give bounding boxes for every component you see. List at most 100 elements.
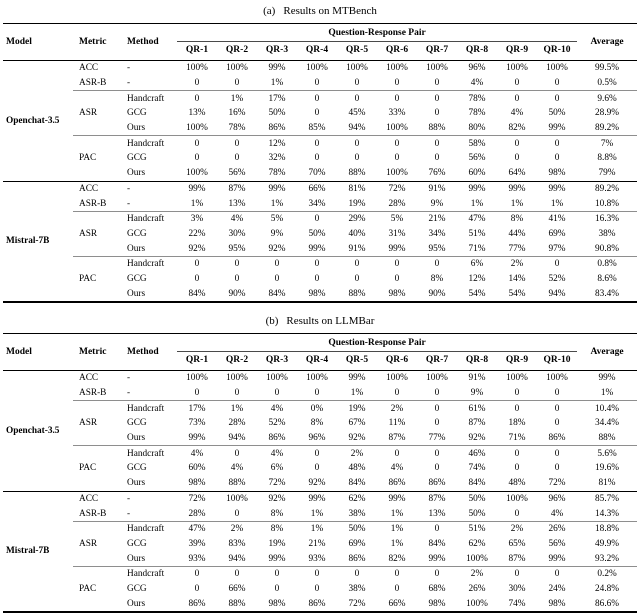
qr-value: 98% bbox=[268, 598, 286, 609]
qr-value: 87% bbox=[388, 433, 406, 444]
qr-value: 93% bbox=[308, 553, 326, 564]
qr-value: 48% bbox=[348, 463, 366, 474]
qr-value: 0 bbox=[297, 445, 337, 462]
table-row: Ours 100% 56% 78% 70% 88% 100% 76% 60% 64% 98% 79% bbox=[3, 166, 637, 181]
qr-value: 44% bbox=[508, 228, 526, 239]
qr-value: 0 bbox=[354, 78, 360, 89]
average-value: 89.2% bbox=[595, 123, 620, 134]
method-label: - bbox=[127, 198, 131, 209]
qr-value: 100% bbox=[226, 373, 248, 384]
header-row-qr: QR-1 QR-2 QR-3 QR-4 QR-5 QR-6 QR-7 QR-8 QR-9 QR-1… bbox=[3, 42, 637, 61]
qr-value: 4% bbox=[230, 463, 244, 474]
average-value: 88% bbox=[598, 433, 616, 444]
qr-value: 61% bbox=[457, 400, 497, 417]
table-row: Ours 98% 88% 72% 92% 84% 86% 86% 84% 48% 72% 81% bbox=[3, 476, 637, 491]
qr-value: 47% bbox=[177, 520, 217, 537]
qr-value: 0 bbox=[314, 388, 320, 399]
qr-value: 78% bbox=[268, 168, 286, 179]
table-header: Model Metric Method Question-Response Pair A… bbox=[3, 23, 638, 61]
col-header-metric: Metric bbox=[79, 346, 107, 357]
col-header-qr-5: QR-5 bbox=[345, 45, 369, 55]
method-label: GCG bbox=[127, 538, 147, 549]
method-label: - bbox=[127, 63, 131, 74]
metric-label: ASR-B bbox=[79, 198, 107, 209]
qr-value: 0 bbox=[434, 418, 440, 429]
table-row: ASR Handcraft 3% 4% 5% 0 29% 5% 21% 47% 8% 41% 16.3% bbox=[3, 210, 638, 257]
qr-value: 86% bbox=[268, 433, 286, 444]
qr-value: 0 bbox=[217, 255, 257, 272]
qr-value: 30% bbox=[228, 228, 246, 239]
model-name: Openchat-3.5 bbox=[6, 115, 60, 126]
qr-value: 0 bbox=[234, 153, 240, 164]
qr-value: 100% bbox=[546, 63, 568, 74]
qr-value: 0 bbox=[377, 255, 417, 272]
table-row: ASR Handcraft 47% 2% 8% 1% 50% 1% 0 51% 2% 26% 18.8% bbox=[3, 520, 638, 567]
average-value: 81% bbox=[598, 478, 616, 489]
qr-value: 34% bbox=[308, 198, 326, 209]
qr-value: 100% bbox=[186, 63, 208, 74]
table-row: GCG 0 0 0 0 0 0 8% 12% 14% 52% 8.6% bbox=[3, 272, 637, 287]
average-value: 89.2% bbox=[577, 180, 638, 197]
qr-value: 0 bbox=[417, 520, 457, 537]
qr-value: 0 bbox=[297, 255, 337, 272]
qr-value: 52% bbox=[548, 273, 566, 284]
caption-text: Results on MTBench bbox=[283, 5, 377, 17]
table-row: GCG 13% 16% 50% 0 45% 33% 0 78% 4% 50% 28.9% bbox=[3, 106, 637, 121]
qr-value: 100% bbox=[346, 63, 368, 74]
qr-value: 4% bbox=[257, 400, 297, 417]
qr-value: 0 bbox=[217, 135, 257, 152]
qr-value: 98% bbox=[428, 598, 446, 609]
header-row-group: Model Metric Method Question-Response Pair A… bbox=[3, 23, 637, 47]
method-label: Ours bbox=[127, 553, 146, 564]
qr-value: 84% bbox=[468, 478, 486, 489]
qr-value: 71% bbox=[508, 433, 526, 444]
qr-value: 45% bbox=[348, 108, 366, 119]
qr-value: 1% bbox=[390, 508, 404, 519]
table-row: ASR-B - 28% 0 8% 1% 38% 1% 13% 50% 0 4% 14.3% bbox=[3, 506, 637, 521]
results-table: Model Metric Method Question-Response Pair A… bbox=[3, 23, 638, 303]
method-label: GCG bbox=[127, 228, 147, 239]
qr-value: 72% bbox=[177, 490, 217, 507]
qr-value: 60% bbox=[468, 168, 486, 179]
qr-value: 0 bbox=[194, 153, 200, 164]
table-row: PAC Handcraft 0 0 0 0 0 0 0 2% 0 0 0.2% bbox=[3, 565, 638, 612]
col-header-qr-2: QR-2 bbox=[225, 355, 249, 365]
table-header: Model Metric Method Question-Response Pair A… bbox=[3, 333, 638, 371]
qr-value: 13% bbox=[228, 198, 246, 209]
qr-value: 88% bbox=[428, 123, 446, 134]
qr-value: 0 bbox=[434, 153, 440, 164]
qr-value: 2% bbox=[457, 565, 497, 582]
qr-value: 8% bbox=[270, 508, 284, 519]
qr-value: 100% bbox=[546, 373, 568, 384]
caption-label: (a) bbox=[263, 5, 276, 17]
average-value: 10.4% bbox=[577, 400, 638, 417]
col-header-average: Average bbox=[590, 36, 624, 47]
qr-value: 0 bbox=[417, 135, 457, 152]
qr-value: 0 bbox=[177, 565, 217, 582]
qr-value: 94% bbox=[228, 553, 246, 564]
metric-label: PAC bbox=[73, 565, 121, 612]
model-name: Mistral-7B bbox=[3, 180, 73, 302]
qr-value: 92% bbox=[468, 433, 486, 444]
average-value: 8.8% bbox=[597, 153, 617, 164]
metric-label: ASR bbox=[73, 400, 121, 446]
method-label: Handcraft bbox=[121, 255, 177, 272]
qr-value: 82% bbox=[508, 123, 526, 134]
qr-value: 92% bbox=[268, 243, 286, 254]
qr-value: 0 bbox=[194, 273, 200, 284]
qr-value: 0 bbox=[417, 565, 457, 582]
qr-value: 2% bbox=[217, 520, 257, 537]
qr-value: 65% bbox=[508, 538, 526, 549]
col-header-average: Average bbox=[590, 346, 624, 357]
col-header-qr-8: QR-8 bbox=[465, 355, 489, 365]
qr-value: 0 bbox=[354, 153, 360, 164]
table-row: ASR Handcraft 17% 1% 4% 0% 19% 2% 0 61% 0 0 10.4% bbox=[3, 400, 638, 446]
method-label: GCG bbox=[127, 273, 147, 284]
qr-value: 0 bbox=[554, 388, 560, 399]
method-label: GCG bbox=[127, 418, 147, 429]
qr-value: 21% bbox=[417, 210, 457, 227]
qr-value: 86% bbox=[188, 598, 206, 609]
qr-value: 24% bbox=[548, 583, 566, 594]
qr-value: 14% bbox=[508, 273, 526, 284]
qr-value: 1% bbox=[297, 520, 337, 537]
